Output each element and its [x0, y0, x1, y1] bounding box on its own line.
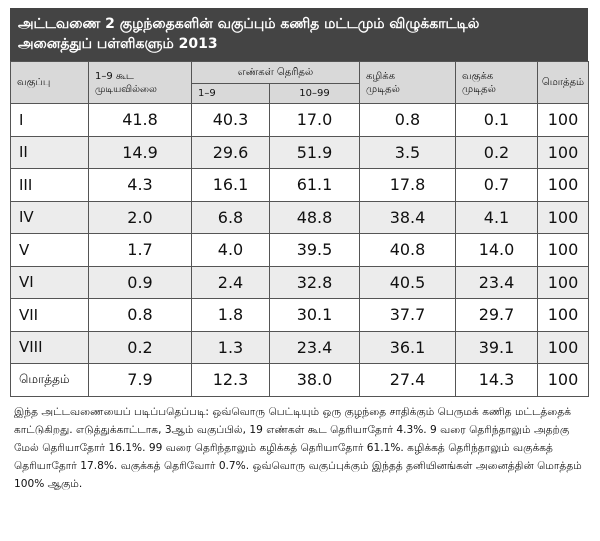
cell-total: 100: [537, 265, 589, 299]
table-row: III 4.3 16.1 61.1 17.8 0.7 100: [10, 168, 589, 202]
cell-1-9: 40.3: [191, 103, 270, 137]
cell-class: IV: [10, 200, 89, 234]
cell-subtract: 40.5: [359, 265, 456, 299]
header-divide: வகுக்க முடிதல்: [455, 61, 538, 104]
header-cannot-1-9-line1: 1–9 கூட: [95, 70, 134, 82]
cell-10-99: 32.8: [269, 265, 360, 299]
cell-class: VII: [10, 298, 89, 332]
cell-subtract: 3.5: [359, 135, 456, 169]
cell-1-9: 6.8: [191, 200, 270, 234]
table-row: I 41.8 40.3 17.0 0.8 0.1 100: [10, 103, 589, 137]
table-row-total: மொத்தம் 7.9 12.3 38.0 27.4 14.3 100: [10, 363, 589, 397]
header-total: மொத்தம்: [537, 61, 589, 104]
cell-divide: 39.1: [455, 330, 538, 364]
cell-cannot-1-9: 0.8: [88, 298, 192, 332]
cell-divide: 23.4: [455, 265, 538, 299]
cell-1-9: 1.8: [191, 298, 270, 332]
cell-cannot-1-9: 4.3: [88, 168, 192, 202]
cell-cannot-1-9: 1.7: [88, 233, 192, 267]
cell-class: மொத்தம்: [10, 363, 89, 397]
header-cannot-1-9: 1–9 கூட முடியவில்லை: [88, 61, 192, 104]
cell-total: 100: [537, 363, 589, 397]
cell-subtract: 37.7: [359, 298, 456, 332]
header-range-10-99: 10–99: [269, 83, 360, 104]
cell-1-9: 4.0: [191, 233, 270, 267]
cell-class: III: [10, 168, 89, 202]
cell-cannot-1-9: 0.9: [88, 265, 192, 299]
cell-cannot-1-9: 2.0: [88, 200, 192, 234]
table-row: VIII 0.2 1.3 23.4 36.1 39.1 100: [10, 330, 589, 364]
header-cannot-1-9-line2: முடியவில்லை: [95, 83, 157, 95]
cell-10-99: 61.1: [269, 168, 360, 202]
cell-subtract: 0.8: [359, 103, 456, 137]
reading-note-text: இந்த அட்டவணையைப் படிப்பதெப்படி: ஒவ்வொரு …: [14, 405, 582, 490]
cell-class: I: [10, 103, 89, 137]
cell-cannot-1-9: 7.9: [88, 363, 192, 397]
cell-total: 100: [537, 200, 589, 234]
cell-1-9: 29.6: [191, 135, 270, 169]
cell-divide: 4.1: [455, 200, 538, 234]
cell-10-99: 48.8: [269, 200, 360, 234]
cell-total: 100: [537, 233, 589, 267]
cell-1-9: 2.4: [191, 265, 270, 299]
table-row: VI 0.9 2.4 32.8 40.5 23.4 100: [10, 265, 589, 299]
cell-subtract: 36.1: [359, 330, 456, 364]
cell-subtract: 40.8: [359, 233, 456, 267]
cell-10-99: 39.5: [269, 233, 360, 267]
cell-divide: 0.2: [455, 135, 538, 169]
cell-1-9: 12.3: [191, 363, 270, 397]
cell-10-99: 17.0: [269, 103, 360, 137]
cell-total: 100: [537, 135, 589, 169]
header-numbers-known: எண்கள் தெரிதல்: [191, 61, 360, 84]
cell-total: 100: [537, 103, 589, 137]
table-row: VII 0.8 1.8 30.1 37.7 29.7 100: [10, 298, 589, 332]
cell-total: 100: [537, 168, 589, 202]
cell-cannot-1-9: 41.8: [88, 103, 192, 137]
cell-class: VIII: [10, 330, 89, 364]
cell-subtract: 38.4: [359, 200, 456, 234]
table-row: II 14.9 29.6 51.9 3.5 0.2 100: [10, 135, 589, 169]
cell-class: II: [10, 135, 89, 169]
cell-1-9: 1.3: [191, 330, 270, 364]
cell-divide: 14.0: [455, 233, 538, 267]
cell-divide: 0.1: [455, 103, 538, 137]
header-divide-line2: முடிதல்: [462, 83, 496, 95]
cell-subtract: 27.4: [359, 363, 456, 397]
cell-divide: 0.7: [455, 168, 538, 202]
math-level-table: வகுப்பு 1–9 கூட முடியவில்லை எண்கள் தெரித…: [10, 61, 589, 397]
cell-1-9: 16.1: [191, 168, 270, 202]
header-subtract-line2: முடிதல்: [366, 83, 400, 95]
cell-class: VI: [10, 265, 89, 299]
table-row: V 1.7 4.0 39.5 40.8 14.0 100: [10, 233, 589, 267]
table-row: IV 2.0 6.8 48.8 38.4 4.1 100: [10, 200, 589, 234]
reading-note: இந்த அட்டவணையைப் படிப்பதெப்படி: ஒவ்வொரு …: [10, 403, 586, 493]
cell-divide: 14.3: [455, 363, 538, 397]
table-title-line-2: அனைத்துப் பள்ளிகளும் 2013: [18, 36, 218, 52]
header-subtract-line1: கழிக்க: [366, 70, 396, 82]
cell-10-99: 38.0: [269, 363, 360, 397]
cell-total: 100: [537, 330, 589, 364]
cell-cannot-1-9: 0.2: [88, 330, 192, 364]
cell-class: V: [10, 233, 89, 267]
cell-total: 100: [537, 298, 589, 332]
header-subtract: கழிக்க முடிதல்: [359, 61, 456, 104]
header-range-1-9: 1–9: [191, 83, 270, 104]
cell-cannot-1-9: 14.9: [88, 135, 192, 169]
cell-divide: 29.7: [455, 298, 538, 332]
table-title-banner: அட்டவணை 2 குழந்தைகளின் வகுப்பும் கணித மட…: [10, 8, 588, 61]
table-title-line-1: அட்டவணை 2 குழந்தைகளின் வகுப்பும் கணித மட…: [18, 16, 480, 32]
header-class: வகுப்பு: [10, 61, 89, 104]
cell-subtract: 17.8: [359, 168, 456, 202]
header-divide-line1: வகுக்க: [462, 70, 494, 82]
cell-10-99: 23.4: [269, 330, 360, 364]
cell-10-99: 51.9: [269, 135, 360, 169]
cell-10-99: 30.1: [269, 298, 360, 332]
